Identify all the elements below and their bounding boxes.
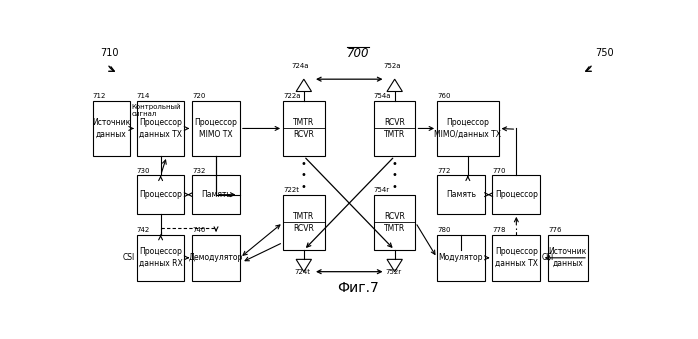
Text: •
•
•: • • •: [301, 159, 306, 192]
Text: 770: 770: [493, 168, 506, 174]
Text: CSI: CSI: [122, 253, 135, 262]
Bar: [437, 101, 498, 156]
Bar: [192, 101, 240, 156]
Text: 742: 742: [137, 227, 150, 233]
Bar: [493, 235, 540, 281]
Bar: [137, 101, 184, 156]
Text: 722a: 722a: [283, 93, 301, 99]
Text: Процессор: Процессор: [139, 190, 182, 199]
Text: 724a: 724a: [292, 63, 309, 69]
Text: 780: 780: [437, 227, 450, 233]
Text: Фиг.7: Фиг.7: [337, 281, 378, 295]
Text: 724t: 724t: [295, 269, 311, 275]
Text: Источник
данных: Источник данных: [549, 247, 587, 268]
Text: Процессор
MIMO/данных TX: Процессор MIMO/данных TX: [434, 118, 501, 139]
Text: Процессор: Процессор: [495, 190, 537, 199]
Text: •
•
•: • • •: [392, 159, 398, 192]
Bar: [137, 175, 184, 214]
Bar: [137, 235, 184, 281]
Bar: [437, 235, 485, 281]
Bar: [192, 235, 240, 281]
Bar: [283, 195, 325, 250]
Text: 740: 740: [192, 227, 205, 233]
Bar: [283, 101, 325, 156]
Bar: [93, 101, 130, 156]
Text: TMTR
RCVR: TMTR RCVR: [293, 118, 315, 139]
Text: 752a: 752a: [384, 63, 401, 69]
Text: 776: 776: [548, 227, 561, 233]
Text: TMTR
RCVR: TMTR RCVR: [293, 212, 315, 233]
Text: 772: 772: [437, 168, 450, 174]
Bar: [374, 101, 415, 156]
Text: 700: 700: [346, 47, 369, 60]
Bar: [437, 175, 485, 214]
Text: CSI: CSI: [542, 253, 554, 262]
Text: 730: 730: [137, 168, 150, 174]
Text: 710: 710: [101, 47, 119, 58]
Text: Модулятор: Модулятор: [438, 253, 483, 262]
Text: 752r: 752r: [385, 269, 401, 275]
Text: Контрольный
сигнал: Контрольный сигнал: [131, 103, 181, 117]
Bar: [548, 235, 588, 281]
Bar: [493, 175, 540, 214]
Text: 722t: 722t: [283, 187, 299, 193]
Bar: [192, 175, 240, 214]
Text: RCVR
TMTR: RCVR TMTR: [384, 118, 406, 139]
Text: RCVR
TMTR: RCVR TMTR: [384, 212, 406, 233]
Text: Процессор
данных TX: Процессор данных TX: [495, 247, 538, 268]
Text: 778: 778: [493, 227, 506, 233]
Text: 732: 732: [192, 168, 205, 174]
Text: Память: Память: [446, 190, 476, 199]
Text: Демодулятор: Демодулятор: [189, 253, 243, 262]
Bar: [374, 195, 415, 250]
Text: 750: 750: [595, 47, 614, 58]
Text: Память: Память: [201, 190, 231, 199]
Text: 714: 714: [137, 93, 150, 99]
Text: 754a: 754a: [374, 93, 392, 99]
Text: Процессор
данных RX: Процессор данных RX: [139, 247, 182, 268]
Text: Источник
данных: Источник данных: [92, 118, 131, 139]
Text: 712: 712: [93, 93, 106, 99]
Text: 720: 720: [192, 93, 205, 99]
Text: 760: 760: [437, 93, 450, 99]
Text: Процессор
данных TX: Процессор данных TX: [139, 118, 182, 139]
Text: 754r: 754r: [374, 187, 390, 193]
Text: Процессор
MIMO TX: Процессор MIMO TX: [195, 118, 237, 139]
